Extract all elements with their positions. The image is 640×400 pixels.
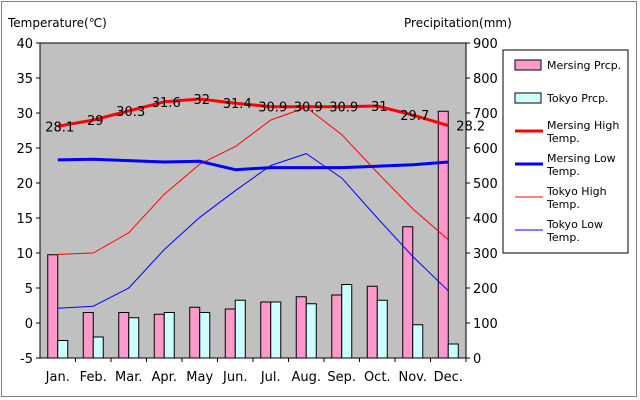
right-axis-ticks: 0 100 200 300 400 500 600 700 800 900	[466, 37, 498, 367]
y-left-tick-label: -5	[20, 352, 33, 367]
bar-mersing-prcp-jun	[224, 308, 236, 359]
y-left-tick-label: 10	[16, 247, 33, 262]
y-left-tick-label: 25	[16, 142, 33, 157]
x-tick-label: Nov.	[399, 370, 428, 385]
x-tick-label: Oct.	[364, 370, 391, 385]
bar-mersing-prcp-oct	[366, 285, 378, 359]
legend-label: Mersing Low Temp.	[546, 152, 616, 178]
precipitation-bars	[47, 110, 459, 359]
data-label-jul: 30.9	[258, 101, 287, 116]
data-label-aug: 30.9	[294, 101, 323, 116]
bar-tokyo-prcp-jun	[234, 299, 246, 359]
data-label-may: 32	[193, 93, 210, 108]
y-right-tick-label: 800	[473, 72, 498, 87]
legend-label: Tokyo High Temp.	[546, 185, 607, 211]
x-tick-label: Sep.	[327, 370, 356, 385]
y-left-tick-label: 5	[25, 282, 33, 297]
bar-mersing-prcp-jan	[47, 254, 59, 359]
bar-mersing-prcp-aug	[295, 296, 307, 359]
bar-tokyo-prcp-may	[199, 312, 211, 359]
y-right-tick-label: 600	[473, 142, 498, 157]
y-right-label: Precipitation(mm)	[404, 16, 512, 30]
plot-background	[39, 42, 467, 359]
y-right-tick-label: 200	[473, 282, 498, 297]
x-tick-label: Apr.	[152, 370, 177, 385]
y-right-tick-label: 300	[473, 247, 498, 262]
data-label-feb: 29	[87, 114, 104, 129]
y-left-tick-label: 40	[16, 37, 33, 52]
line-tokyo-low-temp	[57, 153, 449, 309]
data-label-dec: 28.2	[456, 120, 485, 135]
y-left-tick-label: 30	[16, 107, 33, 122]
bar-tokyo-prcp-jul	[270, 301, 282, 359]
bar-tokyo-prcp-jan	[57, 340, 69, 359]
legend: Mersing Prcp. Tokyo Prcp. Mersing High Temp…	[514, 59, 621, 244]
x-tick-label: Jul.	[260, 370, 281, 385]
x-tick-label: Jun.	[222, 370, 247, 385]
y-left-tick-label: 35	[16, 72, 33, 87]
bar-mersing-prcp-apr	[153, 313, 165, 359]
y-right-tick-label: 100	[473, 317, 498, 332]
bar-mersing-prcp-jul	[260, 301, 272, 359]
y-right-tick-label: 400	[473, 212, 498, 227]
bar-mersing-prcp-nov	[402, 226, 414, 359]
y-right-tick-label: 700	[473, 107, 498, 122]
legend-box	[502, 49, 629, 254]
y-right-tick-label: 0	[473, 352, 481, 367]
x-tick-label: Jan.	[45, 370, 70, 385]
bar-tokyo-prcp-aug	[305, 303, 317, 359]
bar-tokyo-prcp-dec	[447, 343, 459, 359]
data-label-mar: 30.3	[116, 105, 145, 120]
y-left-tick-label: 0	[25, 317, 33, 332]
y-left-tick-label: 20	[16, 177, 33, 192]
bar-mersing-prcp-feb	[82, 312, 94, 359]
legend-label: Mersing High Temp.	[546, 119, 619, 145]
legend-swatch	[514, 92, 542, 104]
line-mersing-low-temp	[57, 157, 449, 172]
line-tokyo-high-temp	[57, 106, 449, 255]
legend-label: Mersing Prcp.	[547, 59, 621, 72]
bar-tokyo-prcp-apr	[163, 312, 175, 359]
bar-mersing-prcp-sep	[331, 294, 343, 359]
bar-mersing-prcp-may	[189, 306, 201, 359]
bar-tokyo-prcp-feb	[92, 336, 104, 359]
bar-tokyo-prcp-oct	[376, 299, 388, 359]
y-right-tick-label: 500	[473, 177, 498, 192]
x-tick-label: Mar.	[115, 370, 142, 385]
bar-tokyo-prcp-mar	[128, 317, 140, 359]
data-label-oct: 31	[371, 100, 388, 115]
bar-tokyo-prcp-nov	[412, 324, 424, 359]
data-label-sep: 30.9	[329, 101, 358, 116]
y-right-tick-label: 900	[473, 37, 498, 52]
data-label-jun: 31.4	[223, 97, 252, 112]
x-tick-label: Dec.	[434, 370, 463, 385]
left-axis-ticks: -5 0 5 10 15 20 25 30 35 40	[16, 37, 40, 367]
x-tick-label: Feb.	[80, 370, 107, 385]
x-axis-ticks: Jan. Feb. Mar. Apr. May Jun. Jul. Aug. Sep. Oct. N…	[45, 358, 467, 385]
legend-label: Tokyo Low Temp.	[546, 218, 603, 244]
x-tick-label: Aug.	[291, 370, 321, 385]
bar-tokyo-prcp-sep	[341, 284, 353, 359]
x-tick-label: May	[186, 370, 213, 385]
y-left-label: Temperature(℃)	[7, 16, 107, 30]
y-left-tick-label: 15	[16, 212, 33, 227]
data-label-apr: 31.6	[152, 96, 181, 111]
data-label-nov: 29.7	[400, 109, 429, 124]
legend-label: Tokyo Prcp.	[546, 92, 609, 105]
data-label-jan: 28.1	[45, 120, 74, 135]
bar-mersing-prcp-mar	[118, 312, 130, 359]
line-mersing-high-temp	[57, 97, 449, 128]
bar-mersing-prcp-dec	[437, 110, 449, 359]
data-labels: 28.1 29 30.3 31.6 32 31.4 30.9 30.9 30.9 31 29.7 28…	[45, 93, 485, 135]
legend-swatch	[514, 59, 542, 71]
temperature-lines	[57, 97, 449, 309]
